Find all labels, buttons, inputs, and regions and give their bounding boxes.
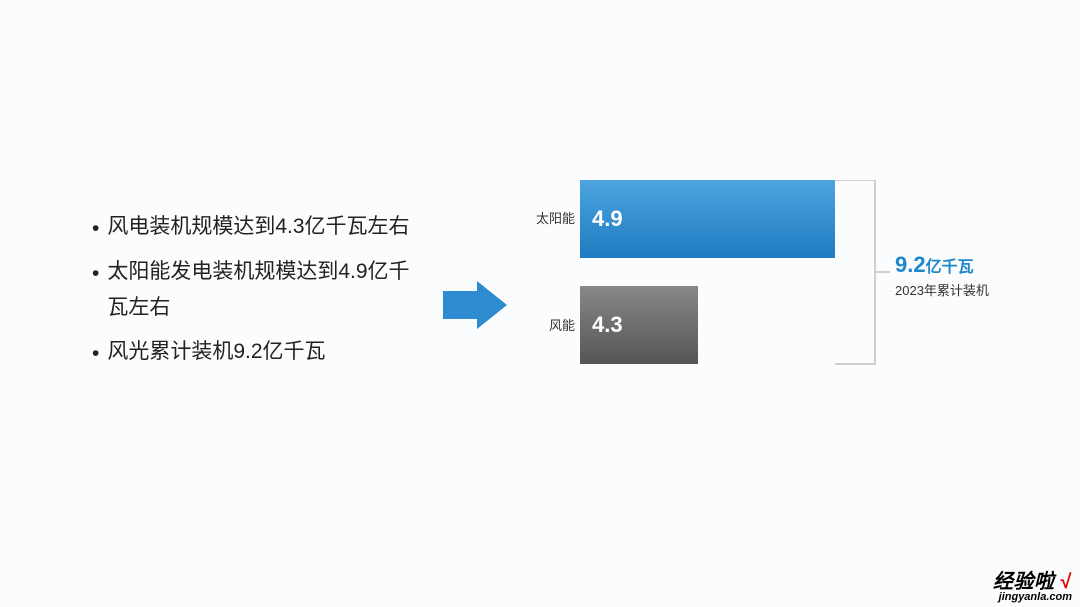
bullet-item: • 风光累计装机9.2亿千瓦 — [90, 334, 425, 372]
axis-label-wind: 风能 — [525, 315, 575, 334]
total-value: 9.2 — [895, 252, 926, 277]
total-unit: 亿千瓦 — [926, 259, 974, 276]
bullet-text: 风光累计装机9.2亿千瓦 — [107, 334, 325, 370]
slide-content: • 风电装机规模达到4.3亿千瓦左右 • 太阳能发电装机规模达到4.9亿千瓦左右… — [90, 180, 990, 400]
bar-value-solar: 4.9 — [592, 206, 623, 232]
total-subtitle: 2023年累计装机 — [895, 280, 989, 299]
arrow-icon — [443, 281, 507, 329]
arrow-container — [425, 281, 525, 329]
bullet-text: 风电装机规模达到4.3亿千瓦左右 — [107, 209, 409, 245]
bullet-dot: • — [92, 336, 99, 372]
watermark: 经验啦 √ jingyanla.com — [993, 572, 1072, 603]
total-summary: 9.2亿千瓦 2023年累计装机 — [895, 252, 989, 299]
bar-solar: 4.9 — [580, 180, 835, 258]
axis-label-solar: 太阳能 — [525, 208, 575, 227]
bullet-item: • 太阳能发电装机规模达到4.9亿千瓦左右 — [90, 254, 425, 325]
bracket-icon — [835, 180, 890, 365]
check-icon: √ — [1061, 571, 1072, 593]
watermark-bottom: jingyanla.com — [993, 592, 1072, 603]
bullet-dot: • — [92, 211, 99, 247]
bar-chart: 太阳能 4.9 风能 4.3 9.2亿千瓦 2023年累计装机 — [525, 180, 990, 400]
bullet-dot: • — [92, 256, 99, 292]
bar-value-wind: 4.3 — [592, 312, 623, 338]
total-line: 9.2亿千瓦 — [895, 252, 989, 278]
bullet-text: 太阳能发电装机规模达到4.9亿千瓦左右 — [107, 254, 425, 325]
bullet-item: • 风电装机规模达到4.3亿千瓦左右 — [90, 209, 425, 247]
watermark-top: 经验啦 √ — [993, 572, 1072, 592]
bullet-list: • 风电装机规模达到4.3亿千瓦左右 • 太阳能发电装机规模达到4.9亿千瓦左右… — [90, 209, 425, 372]
bar-wind: 4.3 — [580, 286, 698, 364]
